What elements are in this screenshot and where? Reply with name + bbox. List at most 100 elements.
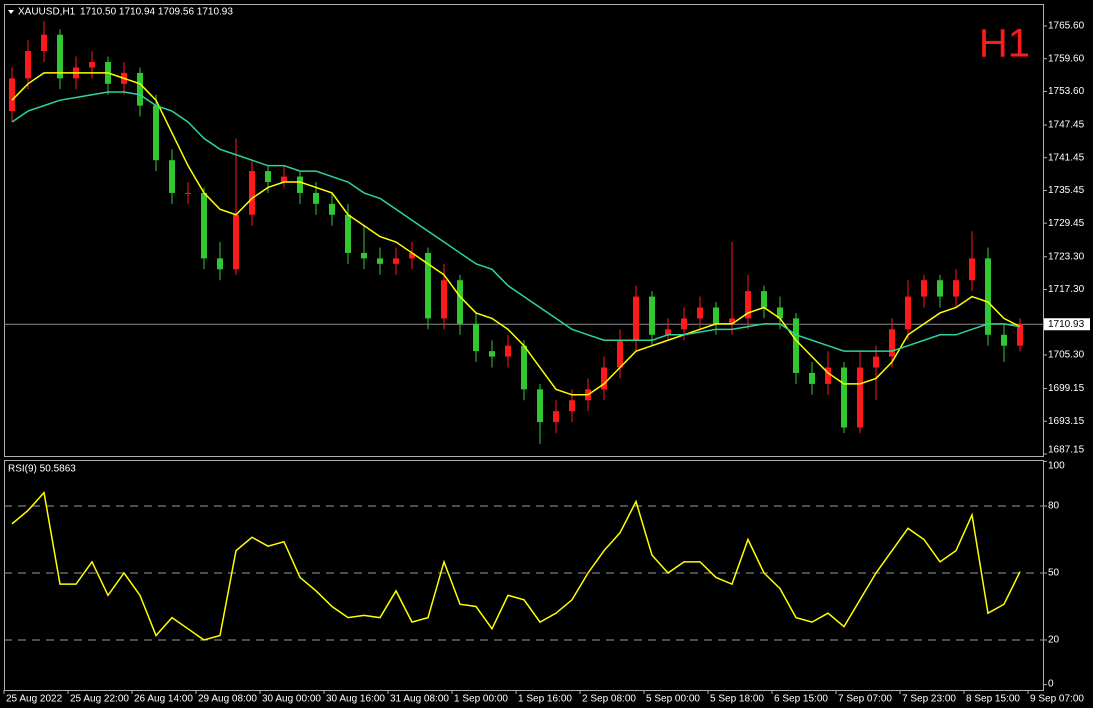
candle-body <box>137 72 143 106</box>
x-tick-label: 31 Aug 08:00 <box>390 694 449 705</box>
candle-body <box>521 345 527 390</box>
y-tick-label: 1741.45 <box>1048 152 1085 163</box>
candle-body <box>825 367 831 384</box>
candle-body <box>889 329 895 357</box>
candle-body <box>681 318 687 330</box>
candle-body <box>729 318 735 324</box>
candle-body <box>185 192 191 194</box>
candle-body <box>809 372 815 384</box>
y-tick-label: 1693.15 <box>1048 416 1085 427</box>
candle-body <box>345 214 351 253</box>
y-tick-label: 100 <box>1048 461 1065 472</box>
candle-body <box>425 252 431 319</box>
y-tick-label: 1735.45 <box>1048 185 1085 196</box>
candle-body <box>617 340 623 368</box>
candle-body <box>969 258 975 281</box>
rsi-title: RSI(9) 50.5863 <box>8 464 76 475</box>
line <box>11 490 1021 641</box>
candle-body <box>985 258 991 335</box>
candle-body <box>793 318 799 373</box>
candle-body <box>953 280 959 297</box>
line <box>11 91 1021 352</box>
x-tick-label: 5 Sep 00:00 <box>646 694 700 705</box>
x-tick-label: 30 Aug 16:00 <box>326 694 385 705</box>
timeframe-label: H1 <box>979 22 1030 66</box>
last-price-label: 1710.93 <box>1048 319 1085 330</box>
candle-body <box>9 78 15 112</box>
y-tick-label: 1747.45 <box>1048 120 1085 131</box>
ohlc-info: 1710.50 1710.94 1709.56 1710.93 <box>80 7 233 18</box>
candle-body <box>233 214 239 270</box>
candle-body <box>873 356 879 368</box>
y-tick-label: 80 <box>1048 501 1060 512</box>
x-tick-label: 5 Sep 18:00 <box>710 694 764 705</box>
candle-body <box>281 176 287 183</box>
y-tick-label: 1759.60 <box>1048 53 1085 64</box>
candle-body <box>905 296 911 330</box>
y-tick-label: 0 <box>1048 679 1054 690</box>
candle-body <box>1017 324 1023 346</box>
candle-body <box>457 280 463 324</box>
y-tick-label: 1753.60 <box>1048 86 1085 97</box>
candle-body <box>553 411 559 423</box>
x-tick-label: 1 Sep 00:00 <box>454 694 508 705</box>
x-tick-label: 1 Sep 16:00 <box>518 694 572 705</box>
x-tick-label: 7 Sep 07:00 <box>838 694 892 705</box>
candle-body <box>89 61 95 68</box>
candle-body <box>57 34 63 79</box>
candle-body <box>633 296 639 341</box>
candle-body <box>569 400 575 412</box>
candle-body <box>745 291 751 319</box>
x-tick-label: 25 Aug 22:00 <box>70 694 129 705</box>
candle-body <box>489 351 495 357</box>
y-tick-label: 1705.30 <box>1048 350 1085 361</box>
candle-body <box>377 258 383 264</box>
x-tick-label: 29 Aug 08:00 <box>198 694 257 705</box>
y-tick-label: 1699.15 <box>1048 383 1085 394</box>
x-tick-label: 26 Aug 14:00 <box>134 694 193 705</box>
candle-body <box>41 34 47 52</box>
candle-body <box>441 280 447 319</box>
x-tick-label: 8 Sep 15:00 <box>966 694 1020 705</box>
rsi-panel <box>4 460 1044 691</box>
candle-body <box>249 171 255 215</box>
candle-body <box>761 291 767 308</box>
candle-body <box>649 296 655 335</box>
y-tick-label: 1765.60 <box>1048 21 1085 32</box>
candle-body <box>537 389 543 423</box>
y-tick-label: 1717.30 <box>1048 284 1085 295</box>
candle-body <box>265 171 271 183</box>
candle-body <box>153 105 159 161</box>
candle-body <box>921 280 927 297</box>
candle-body <box>393 258 399 264</box>
candle-body <box>777 307 783 319</box>
line <box>11 72 1021 396</box>
candle-body <box>201 192 207 259</box>
price-panel <box>4 4 1044 457</box>
candle-body <box>937 280 943 297</box>
candle-body <box>473 323 479 352</box>
candle-body <box>409 252 415 259</box>
candle-body <box>841 367 847 428</box>
candle-body <box>217 258 223 270</box>
candle-body <box>713 307 719 324</box>
y-tick-label: 50 <box>1048 568 1060 579</box>
y-tick-label: 20 <box>1048 635 1060 646</box>
chart-title: XAUUSD,H1 <box>18 7 76 18</box>
candle-body <box>313 192 319 204</box>
y-tick-label: 1729.45 <box>1048 218 1085 229</box>
candle-body <box>329 203 335 215</box>
candle-body <box>25 51 31 79</box>
candle-body <box>169 160 175 193</box>
dropdown-icon[interactable] <box>8 10 14 14</box>
y-tick-label: 1723.30 <box>1048 251 1085 262</box>
candle-body <box>601 367 607 390</box>
candle-body <box>665 329 671 335</box>
candle-body <box>697 307 703 319</box>
x-tick-label: 6 Sep 15:00 <box>774 694 828 705</box>
last-price-box <box>1044 318 1090 331</box>
x-tick-label: 9 Sep 07:00 <box>1030 694 1084 705</box>
x-tick-label: 25 Aug 2022 <box>6 694 63 705</box>
